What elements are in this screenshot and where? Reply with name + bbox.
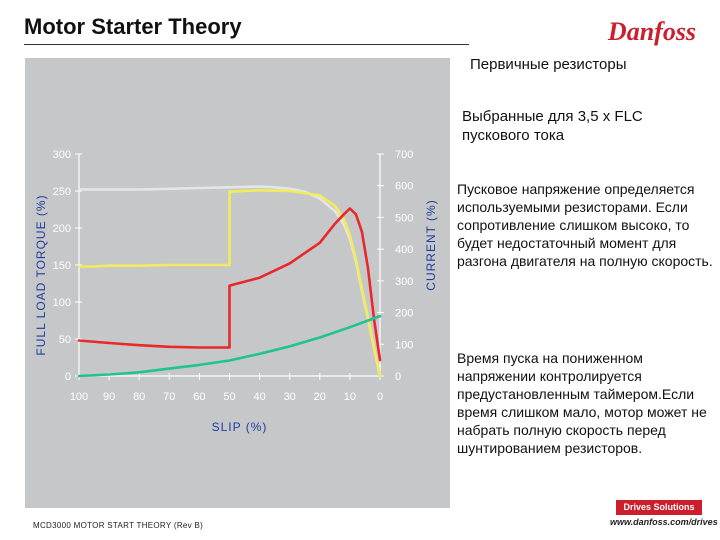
selection-note: Выбранные для 3,5 x FLC пускового тока bbox=[462, 108, 643, 144]
x-tick-label: 50 bbox=[223, 391, 235, 403]
website-link[interactable]: www.danfoss.com/drives bbox=[610, 517, 718, 527]
current-curve bbox=[77, 207, 382, 362]
y-left-tick-label: 300 bbox=[53, 149, 71, 161]
x-tick-label: 20 bbox=[314, 391, 326, 403]
y-right-tick-label: 500 bbox=[395, 212, 413, 224]
document-id: MCD3000 MOTOR START THEORY (Rev B) bbox=[33, 521, 204, 530]
y-left-axis-title: FULL LOAD TORQUE (%) bbox=[34, 194, 48, 355]
y-right-axis-title: CURRENT (%) bbox=[424, 199, 438, 290]
title-divider bbox=[24, 44, 469, 45]
x-tick-label: 60 bbox=[193, 391, 205, 403]
paragraph-start-voltage: Пусковое напряжение определяется использ… bbox=[457, 181, 713, 269]
y-right-tick-label: 300 bbox=[395, 276, 413, 288]
y-right-tick-label: 600 bbox=[395, 181, 413, 193]
x-axis-title: SLIP (%) bbox=[212, 420, 268, 434]
x-tick-label: 80 bbox=[133, 391, 145, 403]
x-tick-label: 100 bbox=[70, 391, 88, 403]
x-tick-label: 0 bbox=[377, 391, 383, 403]
chart-panel: 0 50 100 150 200 250 300 0 100 200 300 400 500 600 700… bbox=[25, 58, 450, 508]
x-tick-label: 40 bbox=[253, 391, 265, 403]
y-left-tick-label: 200 bbox=[53, 223, 71, 235]
y-right-tick-label: 200 bbox=[395, 308, 413, 320]
page-title: Motor Starter Theory bbox=[24, 14, 242, 39]
x-tick-label: 70 bbox=[163, 391, 175, 403]
paragraph-start-time: Время пуска на пониженном напряжении кон… bbox=[457, 350, 707, 456]
x-tick-label: 30 bbox=[284, 391, 296, 403]
y-left-tick-label: 250 bbox=[53, 186, 71, 198]
y-right-tick-label: 700 bbox=[395, 149, 413, 161]
load-torque-curve bbox=[77, 314, 382, 378]
y-left-tick-label: 50 bbox=[59, 334, 71, 346]
y-left-tick-label: 0 bbox=[65, 371, 71, 383]
y-right-tick-label: 100 bbox=[395, 339, 413, 351]
drives-solutions-button[interactable]: Drives Solutions bbox=[616, 500, 702, 515]
x-tick-label: 90 bbox=[103, 391, 115, 403]
subtitle-primary-resistors: Первичные резисторы bbox=[470, 56, 627, 73]
y-right-tick-label: 0 bbox=[395, 371, 401, 383]
y-right-tick-label: 400 bbox=[395, 244, 413, 256]
torque-current-chart: 0501001502002503000100200300400500600700… bbox=[34, 149, 438, 434]
x-tick-label: 10 bbox=[344, 391, 356, 403]
reduced-voltage-torque-curve bbox=[77, 189, 382, 378]
svg-text:Danfoss: Danfoss bbox=[607, 17, 696, 46]
danfoss-logo: Danfoss bbox=[607, 17, 696, 46]
y-left-tick-label: 150 bbox=[53, 260, 71, 272]
y-left-tick-label: 100 bbox=[53, 297, 71, 309]
